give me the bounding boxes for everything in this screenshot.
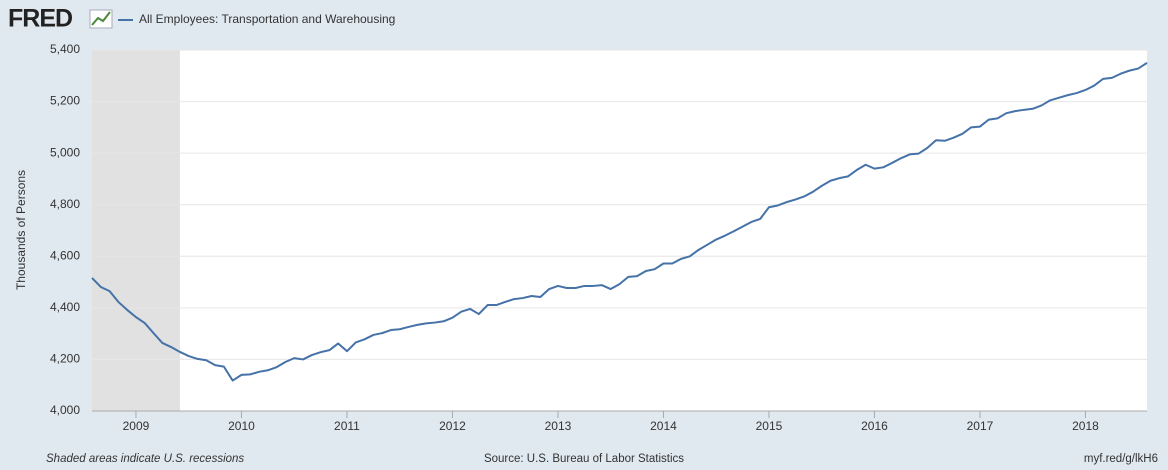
x-tick-label: 2016 [861, 419, 888, 433]
y-tick-label: 5,200 [50, 94, 80, 108]
legend-label: All Employees: Transportation and Wareho… [139, 12, 395, 26]
x-tick-label: 2012 [439, 419, 466, 433]
x-tick-label: 2017 [967, 419, 994, 433]
x-tick-label: 2011 [334, 419, 360, 433]
y-tick-label: 5,400 [50, 42, 80, 56]
y-tick-label: 4,000 [50, 403, 80, 417]
y-tick-label: 5,000 [50, 145, 80, 159]
y-tick-label: 4,800 [50, 197, 80, 211]
x-tick-label: 2018 [1072, 419, 1099, 433]
x-tick-label: 2013 [545, 419, 572, 433]
x-tick-label: 2015 [756, 419, 783, 433]
footer-source: Source: U.S. Bureau of Labor Statistics [484, 453, 684, 465]
y-axis-label: Thousands of Persons [14, 170, 28, 290]
footer-note: Shaded areas indicate U.S. recessions [46, 453, 244, 465]
x-tick-label: 2009 [123, 419, 150, 433]
x-tick-label: 2014 [650, 419, 677, 433]
plot-area [92, 50, 1147, 411]
logo-icon-line [91, 11, 111, 26]
data-line [91, 62, 1148, 382]
recession-band [92, 50, 180, 411]
y-tick-label: 4,600 [50, 248, 80, 262]
logo: FRED [8, 5, 72, 33]
x-tick-label: 2010 [228, 419, 255, 433]
y-tick-label: 4,200 [50, 352, 80, 366]
y-tick-label: 4,400 [50, 300, 80, 314]
footer-link: myf.red/g/lkH6 [1084, 453, 1158, 465]
logo-icon [89, 9, 113, 29]
